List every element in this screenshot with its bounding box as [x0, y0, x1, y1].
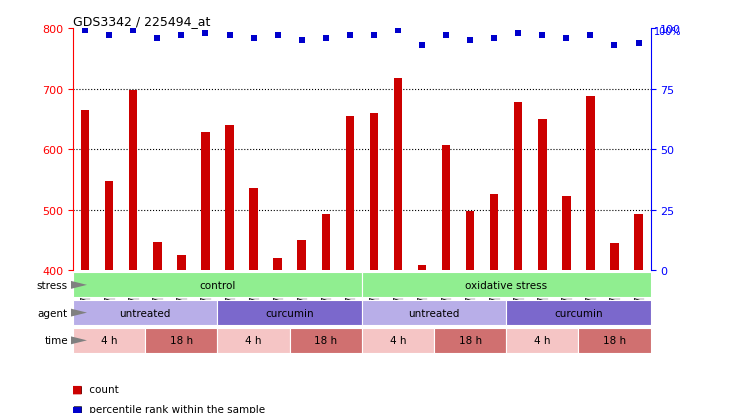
Text: ■: ■: [72, 384, 83, 394]
Bar: [578, 328, 651, 353]
Bar: [225, 126, 234, 271]
Text: control: control: [200, 280, 235, 290]
Text: 18 h: 18 h: [170, 335, 193, 346]
Bar: [635, 215, 643, 271]
Bar: [145, 328, 218, 353]
Bar: [490, 195, 499, 271]
Bar: [370, 114, 378, 271]
Bar: [322, 215, 330, 271]
Bar: [362, 273, 651, 298]
Text: oxidative stress: oxidative stress: [465, 280, 548, 290]
Text: agent: agent: [38, 308, 68, 318]
Bar: [218, 300, 362, 325]
Polygon shape: [71, 337, 87, 344]
Bar: [362, 300, 506, 325]
Bar: [289, 328, 362, 353]
Bar: [273, 259, 282, 271]
Bar: [538, 119, 547, 271]
Bar: [73, 273, 362, 298]
Text: 4 h: 4 h: [246, 335, 262, 346]
Text: time: time: [45, 335, 68, 346]
Bar: [73, 328, 145, 353]
Bar: [346, 116, 354, 271]
Text: 18 h: 18 h: [314, 335, 337, 346]
Text: curcumin: curcumin: [554, 308, 603, 318]
Bar: [153, 242, 162, 271]
Text: 4 h: 4 h: [101, 335, 118, 346]
Text: stress: stress: [37, 280, 68, 290]
Text: GDS3342 / 225494_at: GDS3342 / 225494_at: [73, 15, 211, 28]
Bar: [81, 110, 89, 271]
Text: 4 h: 4 h: [534, 335, 550, 346]
Bar: [105, 181, 113, 271]
Bar: [466, 212, 474, 271]
Bar: [201, 133, 210, 271]
Bar: [586, 97, 594, 271]
Polygon shape: [71, 281, 87, 289]
Text: curcumin: curcumin: [265, 308, 314, 318]
Bar: [218, 328, 289, 353]
Text: 4 h: 4 h: [390, 335, 406, 346]
Text: untreated: untreated: [120, 308, 171, 318]
Bar: [129, 90, 137, 271]
Bar: [434, 328, 506, 353]
Polygon shape: [71, 309, 87, 317]
Bar: [506, 300, 651, 325]
Bar: [298, 240, 306, 271]
Bar: [249, 189, 258, 271]
Text: 18 h: 18 h: [458, 335, 482, 346]
Text: ■: ■: [72, 404, 83, 413]
Text: ■  percentile rank within the sample: ■ percentile rank within the sample: [73, 404, 265, 413]
Text: untreated: untreated: [409, 308, 460, 318]
Bar: [73, 300, 218, 325]
Text: 100%: 100%: [654, 27, 682, 37]
Bar: [362, 328, 434, 353]
Bar: [442, 145, 450, 271]
Bar: [610, 243, 618, 271]
Bar: [514, 102, 523, 271]
Bar: [562, 197, 571, 271]
Text: ■  count: ■ count: [73, 384, 119, 394]
Bar: [418, 266, 426, 271]
Bar: [506, 328, 578, 353]
Bar: [394, 78, 402, 271]
Bar: [177, 255, 186, 271]
Text: 18 h: 18 h: [603, 335, 626, 346]
